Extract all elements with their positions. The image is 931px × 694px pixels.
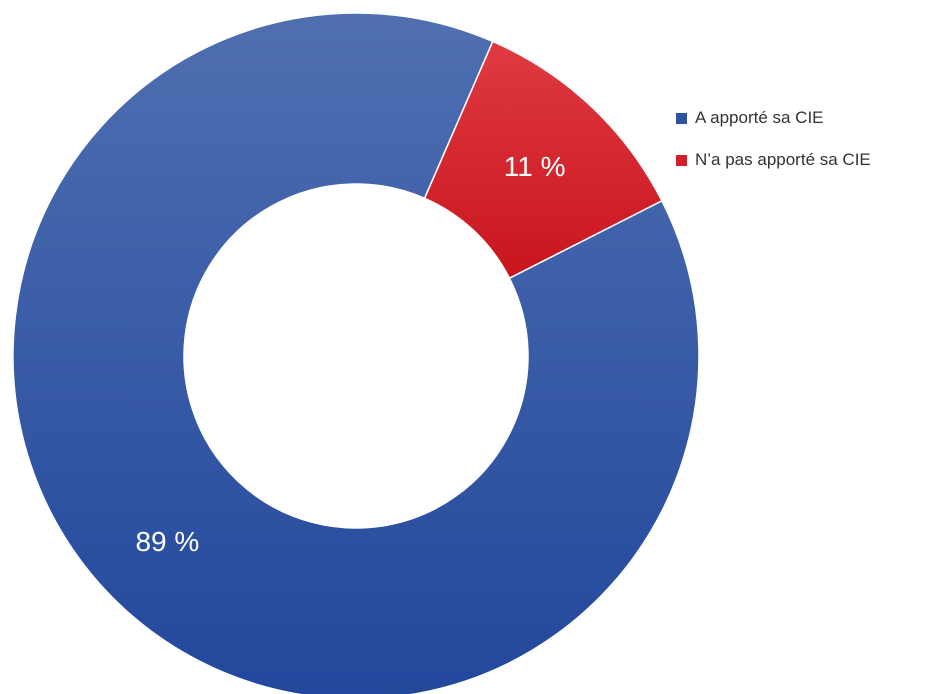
legend-swatch-0 (676, 112, 687, 124)
slice-label-0: 89 % (135, 526, 199, 557)
donut-value-labels: 89 % 11 % (135, 151, 565, 557)
donut-slice-1 (423, 40, 663, 280)
legend-item-1: N’a pas apporté sa CIE (676, 148, 871, 172)
chart-legend: A apporté sa CIE N’a pas apporté sa CIE (676, 106, 871, 190)
legend-label-0: A apporté sa CIE (695, 108, 824, 127)
donut-slice-0 (12, 12, 700, 694)
legend-swatch-1 (676, 154, 687, 166)
legend-label-1: N’a pas apporté sa CIE (695, 150, 871, 169)
donut-slices (12, 12, 700, 694)
legend-item-0: A apporté sa CIE (676, 106, 871, 130)
slice-label-1: 11 % (504, 151, 566, 182)
